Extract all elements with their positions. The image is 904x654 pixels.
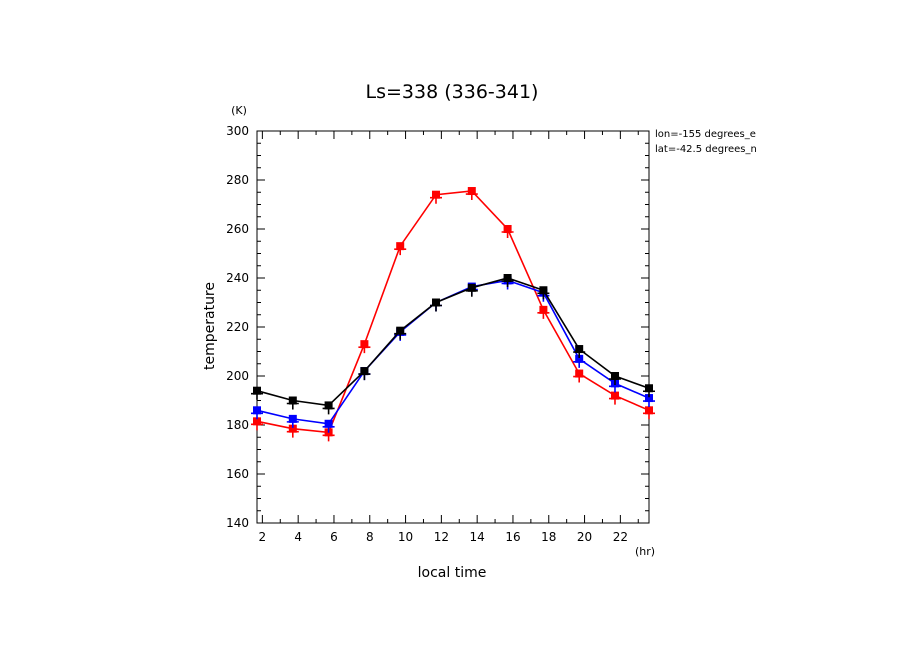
- y-axis-unit: (K): [231, 104, 247, 117]
- y-tick-label: 280: [226, 173, 249, 187]
- series-line: [256, 279, 650, 425]
- x-tick-label: 8: [366, 530, 374, 544]
- series-line: [256, 190, 650, 434]
- data-point-cross: [608, 373, 621, 385]
- x-tick-label: 22: [613, 530, 628, 544]
- chart-title: Ls=338 (336-341): [366, 81, 539, 103]
- x-tick-label: 14: [470, 530, 485, 544]
- x-tick-label: 18: [541, 530, 556, 544]
- data-point-cross: [251, 407, 263, 420]
- data-point-cross: [429, 191, 442, 204]
- data-point-cross: [286, 415, 299, 428]
- x-tick-label: 20: [577, 530, 592, 544]
- data-point-cross: [501, 275, 514, 287]
- data-point-cross: [465, 188, 478, 201]
- y-tick-label: 200: [226, 369, 249, 383]
- data-point-cross: [501, 226, 514, 238]
- data-point-cross: [251, 418, 263, 431]
- y-tick-label: 260: [226, 222, 249, 236]
- x-tick-label: 4: [294, 530, 302, 544]
- data-point-cross: [394, 327, 407, 340]
- data-point-cross: [537, 306, 550, 319]
- data-point-cross: [322, 420, 335, 433]
- x-axis-unit: (hr): [635, 545, 655, 558]
- y-tick-label: 160: [226, 467, 249, 481]
- y-tick-label: 220: [226, 320, 249, 334]
- y-tick-label: 240: [226, 271, 249, 285]
- series-2: [251, 274, 655, 415]
- x-tick-label: 6: [330, 530, 338, 544]
- data-point-cross: [322, 402, 335, 415]
- series-1: [251, 276, 655, 433]
- data-point-cross: [465, 284, 478, 297]
- data-point-cross: [573, 346, 586, 359]
- data-point-cross: [643, 385, 655, 398]
- data-point-cross: [394, 243, 407, 256]
- data-point-cross: [608, 392, 621, 405]
- annotation-lon: lon=-155 degrees_e: [655, 129, 756, 140]
- data-point-cross: [286, 397, 299, 410]
- y-tick-label: 300: [226, 124, 249, 138]
- x-tick-label: 16: [505, 530, 520, 544]
- y-axis-label: temperature: [202, 282, 218, 370]
- data-point-cross: [643, 407, 655, 420]
- data-point-cross: [429, 299, 442, 312]
- x-tick-label: 10: [398, 530, 413, 544]
- y-tick-label: 180: [226, 418, 249, 432]
- x-tick-label: 2: [259, 530, 267, 544]
- annotation-lat: lat=-42.5 degrees_n: [655, 144, 757, 155]
- data-point-cross: [537, 287, 550, 300]
- data-point-cross: [573, 370, 586, 383]
- series-line: [256, 277, 650, 407]
- x-tick-label: 12: [434, 530, 449, 544]
- data-point-cross: [358, 368, 371, 381]
- tick-layer: 140 160 180 200 220 240 260 280 300 2 4 6 8 10 12 14 16 1…: [226, 124, 649, 544]
- series-layer: [251, 187, 655, 442]
- data-point-cross: [251, 387, 263, 400]
- y-tick-label: 140: [226, 516, 249, 530]
- x-axis-label: local time: [418, 565, 487, 581]
- data-point-cross: [358, 341, 371, 354]
- plot-frame: [256, 130, 650, 524]
